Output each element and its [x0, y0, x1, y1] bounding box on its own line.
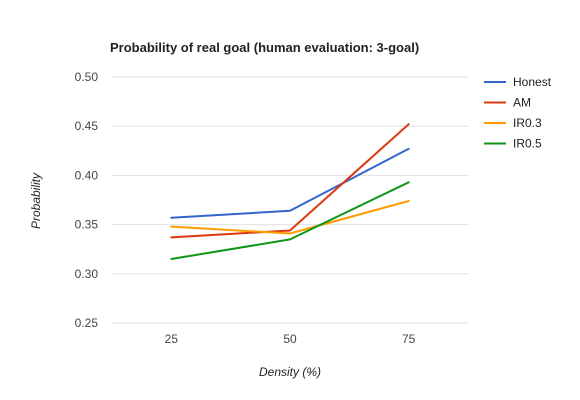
y-axis-label: Probability [29, 172, 43, 229]
legend-label: Honest [513, 75, 552, 89]
series-lines [170, 123, 410, 260]
x-axis-label: Density (%) [259, 365, 321, 379]
series-line-honest [170, 147, 410, 219]
chart-title: Probability of real goal (human evaluati… [110, 40, 419, 55]
y-tick-label: 0.25 [75, 316, 99, 330]
legend-label: IR0.3 [513, 116, 542, 130]
x-tick-label: 25 [165, 332, 179, 346]
y-tick-label: 0.40 [75, 168, 99, 182]
y-tick-label: 0.30 [75, 267, 99, 281]
y-axis-ticks: 0.25 0.30 0.35 0.40 0.45 0.50 [75, 70, 99, 330]
series-line-ir0-3 [170, 200, 410, 235]
y-tick-label: 0.45 [75, 119, 99, 133]
legend-label: AM [513, 96, 531, 110]
y-tick-label: 0.35 [75, 218, 99, 232]
series-line-ir0-5 [170, 181, 410, 260]
x-tick-label: 50 [283, 332, 297, 346]
legend-label: IR0.5 [513, 137, 542, 151]
legend: Honest AM IR0.3 IR0.5 [484, 75, 552, 151]
series-line-am [170, 123, 410, 239]
y-tick-label: 0.50 [75, 70, 99, 84]
x-axis-ticks: 25 50 75 [165, 332, 416, 346]
x-tick-label: 75 [402, 332, 416, 346]
gridlines [112, 76, 468, 324]
